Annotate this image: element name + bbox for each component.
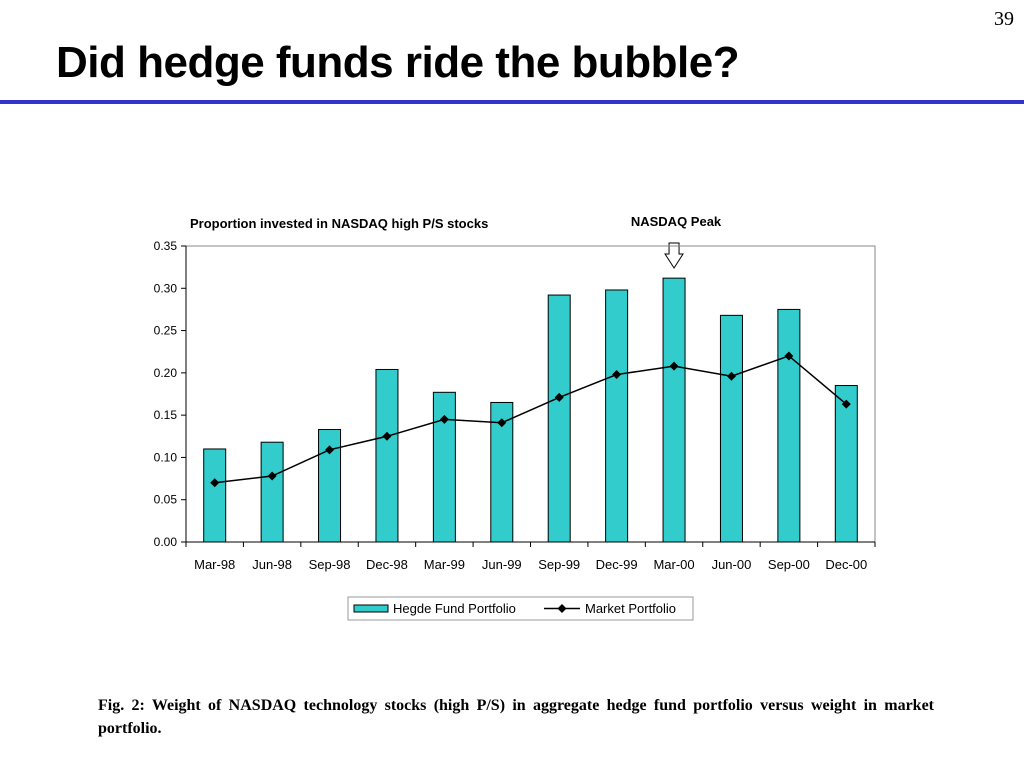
y-tick-label: 0.00 [154, 535, 178, 549]
down-arrow-icon [664, 242, 684, 269]
nasdaq-peak-arrow-icon [664, 242, 684, 269]
x-tick-label: Dec-98 [366, 557, 408, 572]
market-portfolio-line [214, 355, 847, 484]
market-point-mar-99 [439, 414, 449, 424]
x-tick-label: Jun-99 [482, 557, 522, 572]
x-tick-label: Dec-00 [825, 557, 867, 572]
x-tick-label: Jun-98 [252, 557, 292, 572]
x-tick-label: Sep-00 [768, 557, 810, 572]
chart-title: Proportion invested in NASDAQ high P/S s… [190, 216, 488, 231]
bar-hedge-fund-dec-99 [605, 289, 629, 543]
x-tick-label: Jun-00 [712, 557, 752, 572]
y-tick-label: 0.10 [154, 450, 178, 464]
legend: Hegde Fund Portfolio Market Portfolio [347, 596, 694, 621]
legend-box [347, 596, 694, 621]
y-tick-label: 0.35 [154, 239, 178, 253]
market-point-jun-99 [497, 418, 507, 428]
nasdaq-peak-annotation: NASDAQ Peak [631, 214, 722, 229]
y-tick-label: 0.25 [154, 324, 178, 338]
title-divider [0, 100, 1024, 104]
bar-hedge-fund-mar-00 [662, 277, 686, 543]
bar-hedge-fund-dec-98 [375, 368, 399, 543]
y-tick-label: 0.05 [154, 493, 178, 507]
market-point-sep-99 [554, 392, 564, 402]
slide-title: Did hedge funds ride the bubble? [56, 38, 740, 87]
chart: Proportion invested in NASDAQ high P/S s… [154, 214, 876, 621]
legend-swatch-market-marker [557, 604, 567, 613]
bar-hedge-fund-jun-99 [490, 401, 514, 543]
page-number: 39 [994, 8, 1014, 30]
market-point-dec-00 [841, 399, 851, 409]
bar-hedge-fund-dec-00 [834, 385, 858, 543]
figure-caption: Fig. 2: Weight of NASDAQ technology stoc… [98, 697, 934, 737]
market-point-mar-98 [210, 478, 220, 488]
market-point-sep-00 [784, 351, 794, 361]
legend-label-hedge-fund: Hegde Fund Portfolio [393, 601, 516, 616]
plot-area [185, 245, 876, 543]
bar-hedge-fund-mar-98 [203, 448, 227, 543]
x-tick-label: Mar-98 [194, 557, 235, 572]
y-tick-label: 0.30 [154, 281, 178, 295]
x-tick-label: Mar-99 [424, 557, 465, 572]
market-point-jun-00 [726, 371, 736, 381]
x-tick-label: Dec-99 [596, 557, 638, 572]
market-point-dec-99 [612, 370, 622, 380]
bar-hedge-fund-jun-00 [719, 314, 743, 543]
bar-hedge-fund-mar-99 [432, 391, 456, 543]
y-tick-label: 0.20 [154, 366, 178, 380]
y-tick-label: 0.15 [154, 408, 178, 422]
bar-hedge-fund-jun-98 [260, 441, 284, 543]
x-tick-label: Sep-99 [538, 557, 580, 572]
x-tick-label: Mar-00 [653, 557, 694, 572]
bar-hedge-fund-sep-98 [318, 429, 342, 543]
market-point-jun-98 [267, 471, 277, 481]
x-tick-label: Sep-98 [309, 557, 351, 572]
market-point-dec-98 [382, 431, 392, 441]
legend-swatch-hedge-fund [353, 604, 389, 613]
bar-hedge-fund-sep-00 [777, 308, 801, 543]
legend-label-market: Market Portfolio [585, 601, 676, 616]
market-point-sep-98 [325, 445, 335, 455]
bar-hedge-fund-sep-99 [547, 294, 571, 543]
market-point-mar-00 [669, 361, 679, 371]
